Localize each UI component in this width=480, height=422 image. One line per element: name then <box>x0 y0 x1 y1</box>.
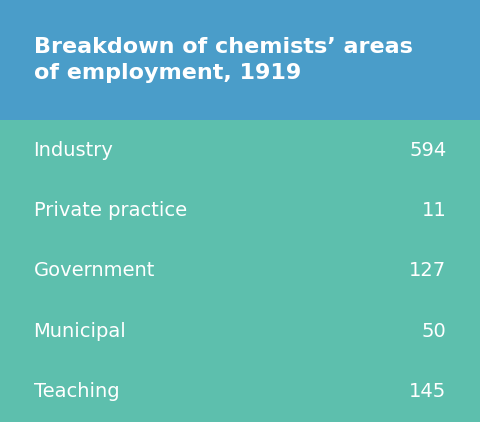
Text: Breakdown of chemists’ areas
of employment, 1919: Breakdown of chemists’ areas of employme… <box>34 37 412 83</box>
Text: 11: 11 <box>421 201 446 220</box>
Text: 127: 127 <box>409 261 446 281</box>
Text: 594: 594 <box>409 141 446 160</box>
Bar <box>0 0 480 120</box>
Text: 50: 50 <box>421 322 446 341</box>
Text: Government: Government <box>34 261 155 281</box>
Text: Teaching: Teaching <box>34 382 119 401</box>
Text: Private practice: Private practice <box>34 201 187 220</box>
Text: 145: 145 <box>409 382 446 401</box>
Text: Municipal: Municipal <box>34 322 126 341</box>
Text: Industry: Industry <box>34 141 113 160</box>
